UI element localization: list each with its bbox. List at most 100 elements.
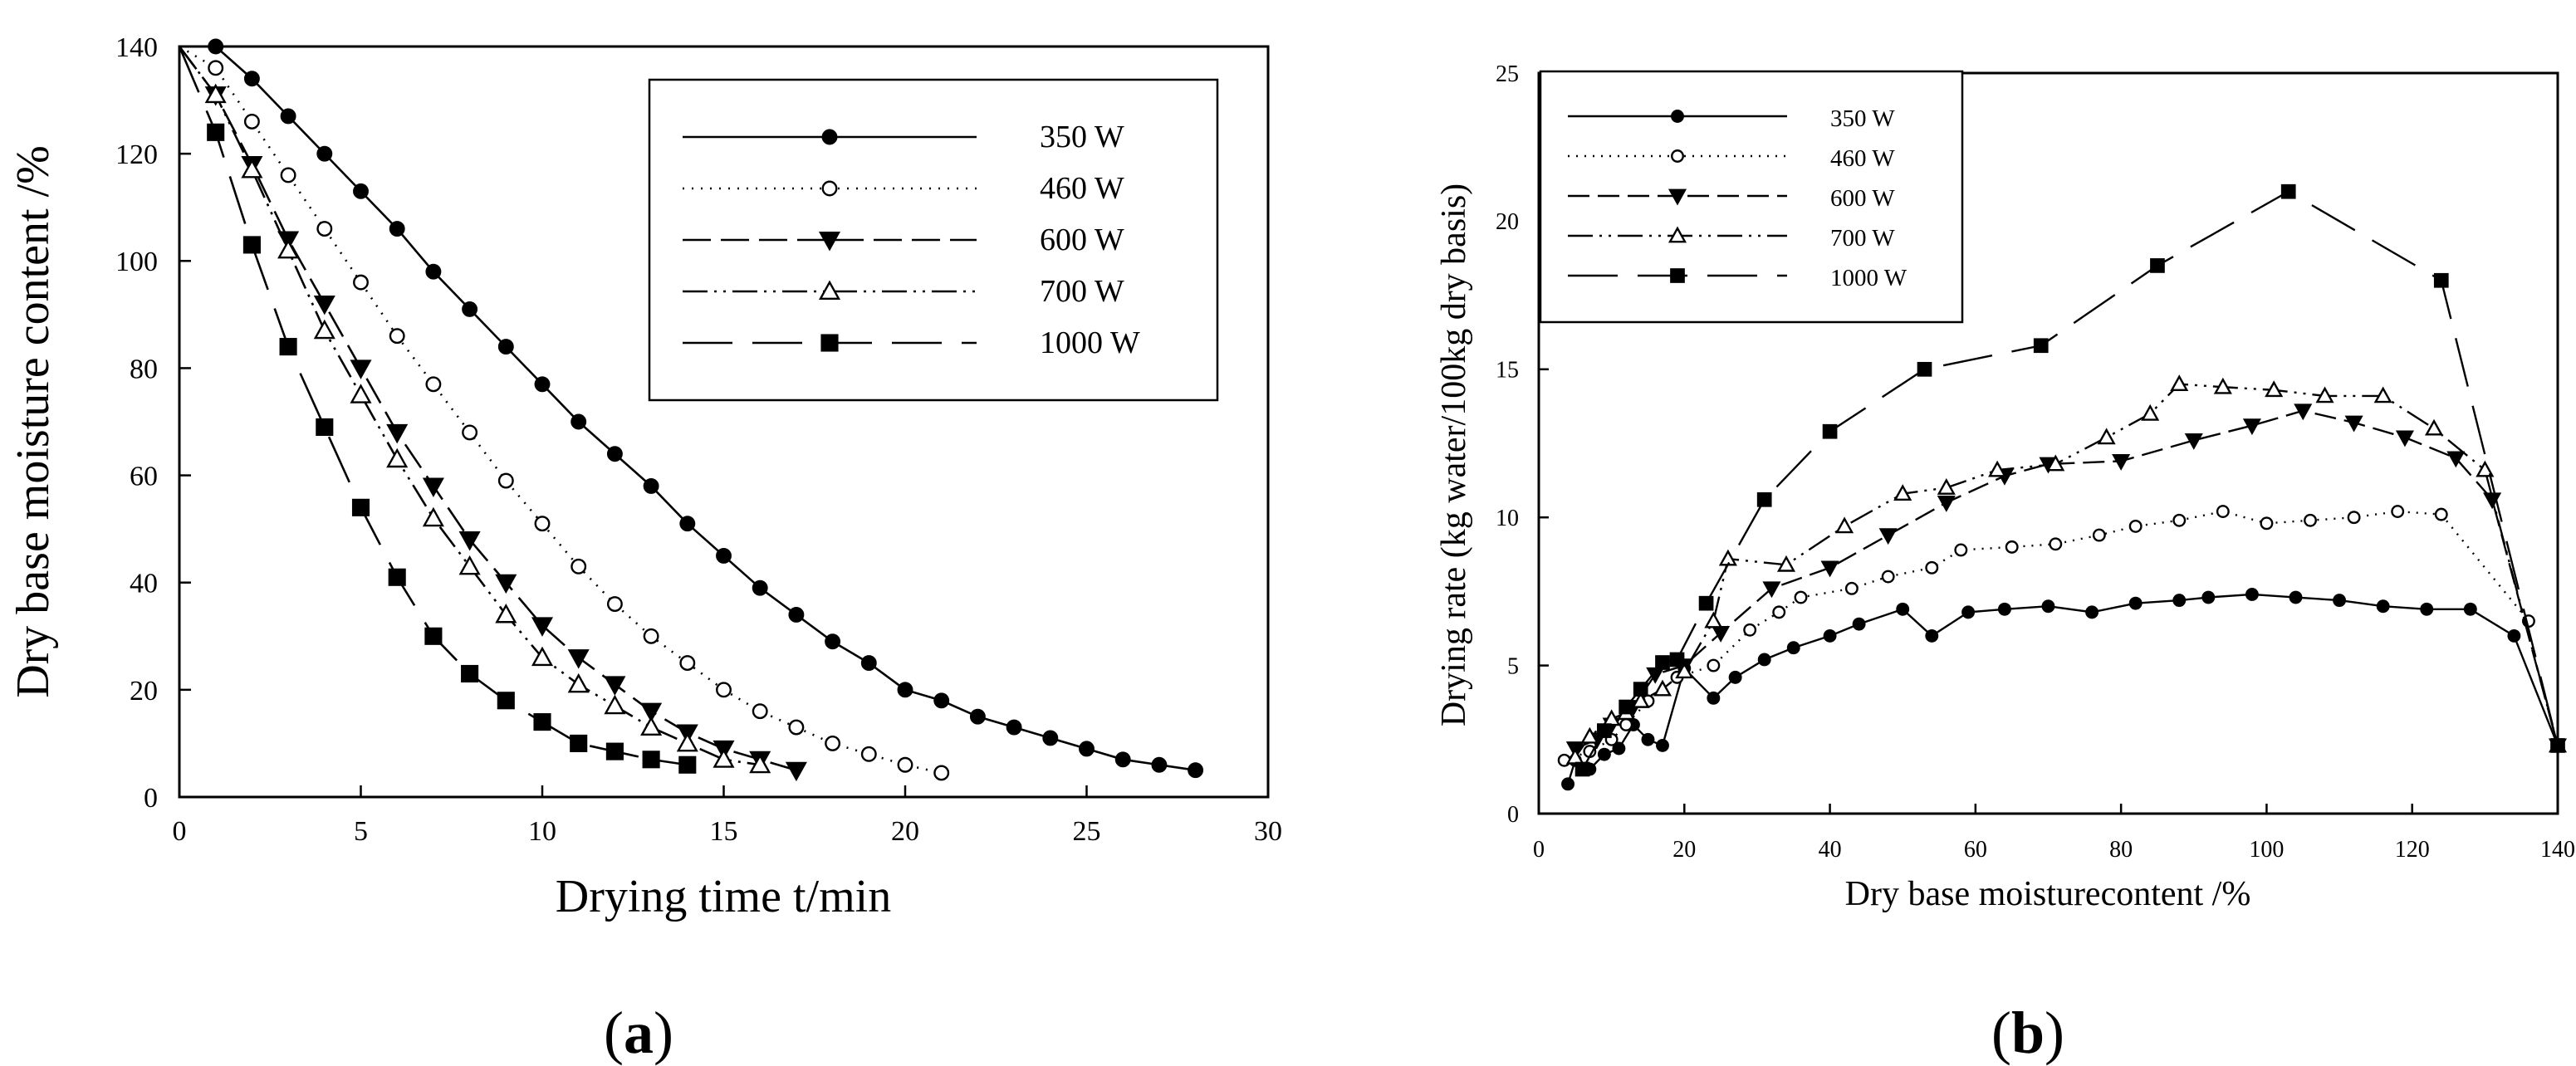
data-point-350w xyxy=(497,339,514,355)
data-point-600w xyxy=(2395,430,2414,447)
data-point-700w xyxy=(713,748,735,768)
data-point-700w xyxy=(2315,386,2334,403)
data-point-460w xyxy=(2347,511,2361,525)
data-point-1000w xyxy=(2033,338,2049,354)
y-tick-label: 15 xyxy=(1496,358,1519,384)
plot-frame-b xyxy=(1537,71,2559,815)
data-point-350w xyxy=(1961,605,1976,619)
legend-marker-600w xyxy=(818,232,841,252)
legend-label-1000w: 1000 W xyxy=(1040,325,1140,360)
legend-marker-700w xyxy=(818,280,841,300)
x-tick-label: 0 xyxy=(173,816,187,847)
panel-label-a: (a) xyxy=(604,1000,673,1066)
data-point-350w xyxy=(2245,588,2259,601)
data-point-1000w xyxy=(642,751,660,769)
data-point-350w xyxy=(2463,602,2477,616)
data-point-460w xyxy=(860,746,877,762)
data-point-350w xyxy=(2420,602,2434,616)
data-point-1000w xyxy=(2150,258,2165,273)
data-point-350w xyxy=(1997,602,2011,616)
data-point-700w xyxy=(386,447,409,468)
data-point-350w xyxy=(1612,741,1626,755)
data-point-700w xyxy=(2097,428,2116,445)
legend-label-350w: 350 W xyxy=(1830,105,1895,132)
data-point-350w xyxy=(788,607,805,623)
data-point-350w xyxy=(280,108,296,125)
data-point-700w xyxy=(2476,460,2495,477)
data-point-1000w xyxy=(1822,423,1838,439)
data-point-1000w xyxy=(533,713,551,731)
data-point-600w xyxy=(386,423,409,444)
data-point-350w xyxy=(1925,628,1939,643)
data-point-700w xyxy=(1835,516,1854,534)
data-point-460w xyxy=(1925,560,1939,575)
data-point-350w xyxy=(1151,756,1168,773)
data-point-700w xyxy=(1704,611,1723,628)
data-point-700w xyxy=(1675,662,1694,679)
x-tick-label: 5 xyxy=(354,816,368,847)
data-point-1000w xyxy=(2550,738,2565,753)
data-point-1000w xyxy=(461,664,479,683)
data-point-600w xyxy=(2344,415,2363,433)
y-tick-label: 40 xyxy=(130,569,158,599)
data-point-1000w xyxy=(1917,361,1932,377)
y-tick-label: 60 xyxy=(130,461,158,491)
data-point-460w xyxy=(280,167,296,183)
chart-panel-b: 0 20 40 60 80 100 120 140 0 5 10 15 20 25 350 W 460 W 6… xyxy=(1435,61,2575,1066)
data-point-350w xyxy=(716,547,732,564)
data-point-1000w xyxy=(1698,595,1714,611)
data-point-350w xyxy=(2507,628,2521,643)
data-point-350w xyxy=(1757,653,1771,667)
data-point-460w xyxy=(534,516,551,532)
data-point-460w xyxy=(716,682,732,698)
data-point-700w xyxy=(1988,460,2007,477)
data-point-600w xyxy=(2242,418,2261,436)
data-point-350w xyxy=(1597,747,1611,761)
data-point-1000w xyxy=(388,568,406,586)
data-point-460w xyxy=(2049,537,2063,551)
data-point-350w xyxy=(606,446,623,462)
data-point-460w xyxy=(1794,590,1808,604)
data-point-460w xyxy=(2172,513,2187,527)
legend-label-700w: 700 W xyxy=(1830,225,1895,252)
x-tick-label: 40 xyxy=(1819,837,1842,863)
data-point-350w xyxy=(243,71,260,87)
data-point-350w xyxy=(2289,590,2303,604)
series-line-460w xyxy=(179,45,942,775)
data-point-460w xyxy=(425,376,442,393)
data-point-700w xyxy=(495,603,517,623)
legend-marker-1000w xyxy=(820,334,839,352)
data-point-700w xyxy=(277,238,300,259)
legend-label-460w: 460 W xyxy=(1040,171,1124,206)
data-point-350w xyxy=(825,633,841,650)
data-point-460w xyxy=(679,655,696,672)
legend-marker-350w xyxy=(1671,110,1684,123)
data-point-700w xyxy=(2373,386,2392,403)
x-tick-label: 20 xyxy=(891,816,919,847)
data-point-700w xyxy=(1631,691,1650,708)
data-point-350w xyxy=(1114,751,1131,768)
data-point-460w xyxy=(243,113,260,130)
data-point-1000w xyxy=(1619,699,1634,715)
data-point-700w xyxy=(313,319,335,340)
data-point-1000w xyxy=(351,498,370,516)
data-point-350w xyxy=(1006,719,1022,736)
data-point-1000w xyxy=(2433,272,2449,288)
series-1000w xyxy=(1574,183,2565,777)
data-point-350w xyxy=(752,579,768,596)
data-point-460w xyxy=(389,328,405,345)
data-point-600w xyxy=(640,702,663,723)
data-point-350w xyxy=(1561,777,1575,791)
data-point-350w xyxy=(897,682,913,698)
x-axis-label-b: Dry base moisturecontent /% xyxy=(1845,875,2251,913)
data-point-600w xyxy=(531,617,554,637)
data-point-700w xyxy=(1653,679,1672,697)
y-tick-label: 0 xyxy=(144,783,158,814)
x-tick-label: 25 xyxy=(1073,816,1101,847)
data-point-600w xyxy=(2112,454,2131,471)
y-tick-label: 25 xyxy=(1496,61,1519,87)
data-point-700w xyxy=(604,694,626,715)
data-point-700w xyxy=(422,506,444,527)
data-point-460w xyxy=(1707,658,1721,672)
